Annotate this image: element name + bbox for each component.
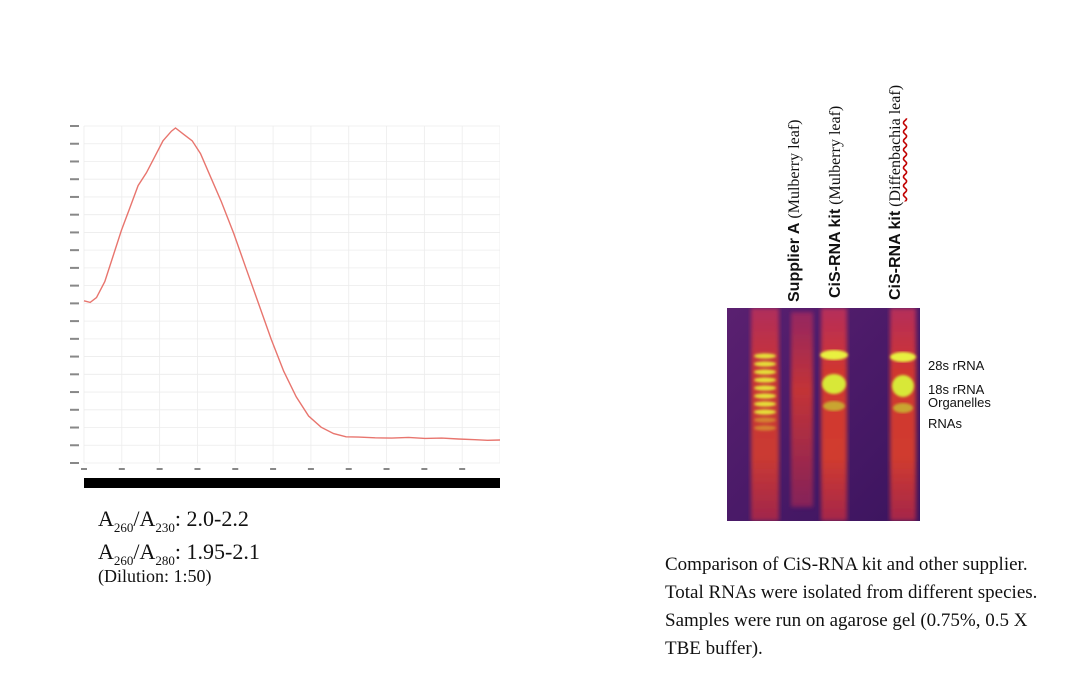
x-tick-label bbox=[232, 468, 239, 470]
ladder-band bbox=[754, 353, 776, 359]
x-tick-label bbox=[156, 468, 163, 470]
y-tick-label bbox=[70, 320, 79, 323]
gel-lane-4-18s-band bbox=[892, 375, 914, 397]
y-tick-label bbox=[70, 302, 79, 305]
ladder-band bbox=[754, 417, 776, 423]
y-tick-label bbox=[70, 125, 79, 127]
gel-lane-3 bbox=[821, 308, 847, 521]
y-tick-label bbox=[70, 142, 79, 145]
chart-grid bbox=[83, 125, 500, 464]
absorbance-spectrum-chart bbox=[70, 125, 500, 488]
y-tick-label bbox=[70, 426, 79, 429]
ladder-band bbox=[754, 409, 776, 415]
y-tick-label bbox=[70, 160, 79, 163]
ratio-260-230: A260/A230: 2.0-2.2 bbox=[98, 506, 249, 535]
y-tick-label bbox=[70, 391, 79, 394]
absorbance-curve bbox=[83, 127, 500, 442]
ladder-band bbox=[754, 401, 776, 407]
gel-lane-4-organelle-band bbox=[893, 403, 913, 413]
ladder-band bbox=[754, 425, 776, 431]
gel-lane-3-organelle-band bbox=[823, 401, 845, 411]
gel-lane-3-18s-band bbox=[822, 374, 846, 394]
gel-lane-4-28s-band bbox=[890, 352, 916, 362]
y-tick-label bbox=[70, 355, 79, 358]
chart-bottom-bar bbox=[84, 478, 500, 488]
y-tick-label bbox=[70, 408, 79, 411]
lane-label-cis-diffenbachia: CiS-RNA kit (Diffenbachia leaf) bbox=[887, 84, 904, 300]
y-tick-label bbox=[70, 195, 79, 198]
lane-label-supplier-a: Supplier A (Mulberry leaf) bbox=[786, 119, 803, 302]
y-tick-label bbox=[70, 249, 79, 252]
x-tick-label bbox=[81, 468, 87, 470]
x-tick-label bbox=[345, 468, 352, 470]
x-tick-marks bbox=[81, 468, 466, 470]
x-tick-label bbox=[307, 468, 314, 470]
y-tick-label bbox=[70, 213, 79, 216]
ladder-band bbox=[754, 377, 776, 383]
band-label-28s: 28s rRNA bbox=[928, 358, 985, 373]
x-tick-label bbox=[459, 468, 466, 470]
figure-caption: Comparison of CiS-RNA kit and other supp… bbox=[665, 554, 1038, 659]
gel-lane-1-bands bbox=[754, 353, 776, 431]
y-tick-label bbox=[70, 284, 79, 287]
agarose-gel-image bbox=[727, 308, 920, 521]
ladder-band bbox=[754, 393, 776, 399]
gel-lane-4 bbox=[890, 308, 916, 521]
y-tick-label bbox=[70, 462, 79, 464]
lane-label-cis-mulberry: CiS-RNA kit (Mulberry leaf) bbox=[827, 105, 844, 298]
y-tick-label bbox=[70, 178, 79, 181]
x-tick-label bbox=[421, 468, 428, 470]
x-tick-label bbox=[194, 468, 201, 470]
x-tick-label bbox=[383, 468, 390, 470]
y-tick-label bbox=[70, 337, 79, 340]
ladder-band bbox=[754, 361, 776, 367]
x-tick-label bbox=[118, 468, 125, 470]
ladder-band bbox=[754, 369, 776, 375]
y-tick-label bbox=[70, 231, 79, 234]
ladder-band bbox=[754, 385, 776, 391]
band-label-organelles: Organelles bbox=[928, 395, 991, 410]
band-label-rnas: RNAs bbox=[928, 416, 962, 431]
band-label-18s: 18s rRNA bbox=[928, 382, 985, 397]
y-tick-marks bbox=[70, 125, 79, 464]
y-tick-label bbox=[70, 373, 79, 376]
ratio-260-280: A260/A280: 1.95-2.1 bbox=[98, 539, 260, 568]
y-tick-label bbox=[70, 444, 79, 447]
y-tick-label bbox=[70, 266, 79, 269]
x-tick-label bbox=[270, 468, 277, 470]
dilution-note: (Dilution: 1:50) bbox=[98, 566, 212, 586]
gel-lane-2 bbox=[791, 312, 813, 507]
gel-lane-3-28s-band bbox=[820, 350, 848, 360]
